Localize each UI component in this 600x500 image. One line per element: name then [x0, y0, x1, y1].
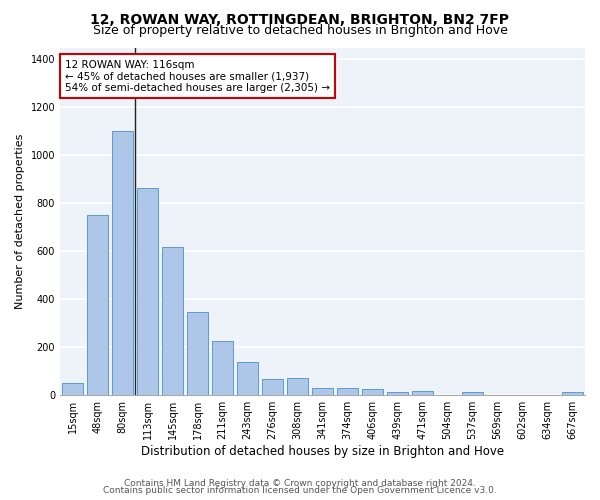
Bar — [412, 390, 433, 394]
Bar — [262, 379, 283, 394]
Bar — [62, 382, 83, 394]
Bar — [312, 388, 333, 394]
Bar — [212, 341, 233, 394]
Y-axis label: Number of detached properties: Number of detached properties — [15, 134, 25, 309]
Bar — [387, 392, 408, 394]
Bar — [87, 215, 108, 394]
Text: Size of property relative to detached houses in Brighton and Hove: Size of property relative to detached ho… — [92, 24, 508, 37]
Text: 12 ROWAN WAY: 116sqm
← 45% of detached houses are smaller (1,937)
54% of semi-de: 12 ROWAN WAY: 116sqm ← 45% of detached h… — [65, 60, 330, 93]
Bar — [162, 248, 183, 394]
Bar — [562, 392, 583, 394]
Bar — [237, 362, 258, 394]
Bar — [287, 378, 308, 394]
Text: Contains public sector information licensed under the Open Government Licence v3: Contains public sector information licen… — [103, 486, 497, 495]
Bar — [112, 132, 133, 394]
Bar — [337, 388, 358, 394]
Text: 12, ROWAN WAY, ROTTINGDEAN, BRIGHTON, BN2 7FP: 12, ROWAN WAY, ROTTINGDEAN, BRIGHTON, BN… — [91, 12, 509, 26]
Bar — [187, 312, 208, 394]
Text: Contains HM Land Registry data © Crown copyright and database right 2024.: Contains HM Land Registry data © Crown c… — [124, 478, 476, 488]
X-axis label: Distribution of detached houses by size in Brighton and Hove: Distribution of detached houses by size … — [141, 444, 504, 458]
Bar — [362, 390, 383, 394]
Bar — [137, 188, 158, 394]
Bar — [462, 392, 483, 394]
